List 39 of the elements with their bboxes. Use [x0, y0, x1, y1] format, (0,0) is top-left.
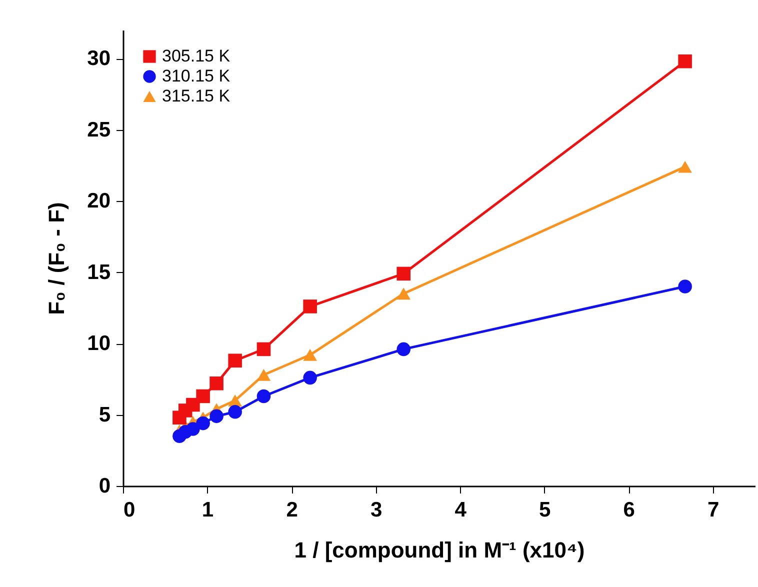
point: [210, 409, 224, 424]
point: [256, 389, 271, 404]
x-tick-label: 2: [286, 498, 298, 522]
point: [303, 300, 317, 314]
legend-label: 315.15 K: [162, 86, 231, 106]
x-tick-label: 5: [538, 498, 551, 522]
y-tick-label: 10: [87, 332, 110, 355]
x-tick-label: 1: [202, 498, 214, 522]
point: [256, 368, 271, 381]
y-tick-label: 30: [87, 47, 110, 70]
x-tick-label: 4: [454, 498, 467, 522]
y-tick-label: 20: [87, 190, 110, 212]
point: [396, 288, 410, 300]
y-axis-title: F₀ / (F₀ - F): [44, 202, 70, 315]
point: [186, 422, 200, 436]
point: [303, 348, 317, 361]
point: [196, 389, 210, 404]
x-tick-label: 3: [370, 498, 382, 522]
legend-label: 305.15 K: [162, 46, 231, 66]
x-axis-title: 1 / [compound] in M⁻¹ (x10⁴): [294, 538, 585, 562]
point: [396, 266, 410, 281]
point: [303, 370, 317, 385]
point: [678, 54, 692, 68]
point: [678, 280, 692, 294]
x-tick-label: 0: [124, 498, 136, 522]
y-tick-label: 5: [98, 403, 111, 426]
x-tick-label: 7: [708, 498, 720, 522]
x-tick-label: 6: [623, 498, 635, 522]
point: [210, 376, 224, 390]
point: [228, 354, 242, 368]
legend-label: 310.15 K: [162, 66, 231, 86]
y-tick-label: 25: [87, 118, 111, 142]
y-tick-label: 15: [87, 260, 111, 284]
point: [196, 416, 210, 430]
point: [678, 160, 692, 173]
y-tick-label: 0: [98, 474, 110, 498]
point: [256, 342, 271, 356]
point: [228, 405, 242, 419]
point: [396, 342, 410, 356]
